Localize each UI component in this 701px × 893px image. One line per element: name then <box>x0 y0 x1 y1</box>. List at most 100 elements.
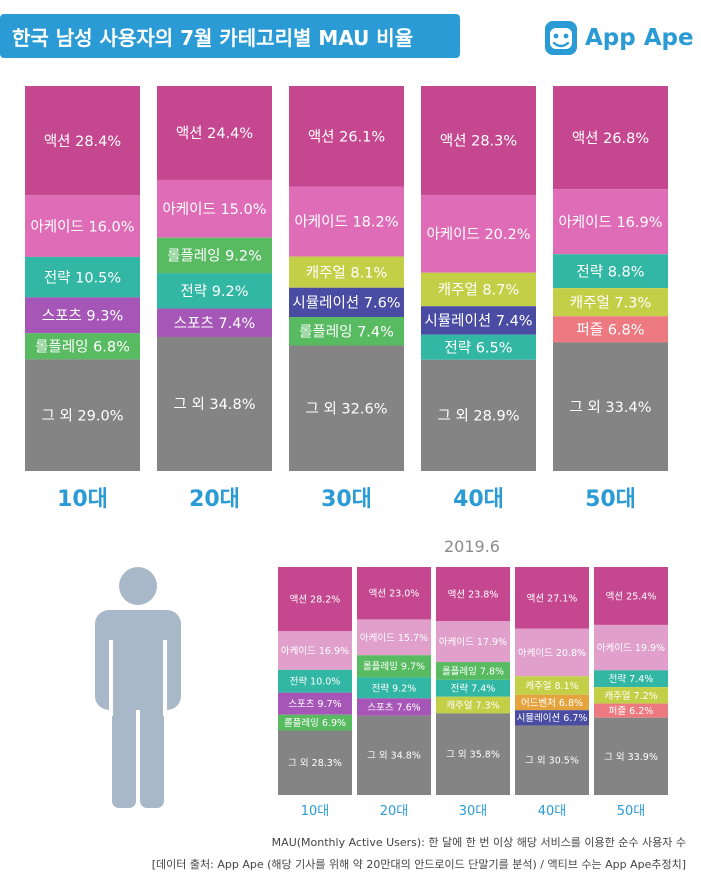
segment-label: 캐주얼 7.3% <box>570 294 651 311</box>
bar-segment-아케이드 <box>553 189 668 255</box>
bar-segment-그-외 <box>594 717 668 795</box>
segment-label: 캐주얼 8.1% <box>306 264 387 281</box>
segment-label: 그 외 28.9% <box>438 408 520 425</box>
bar-segment-시뮬레이션 <box>421 306 536 335</box>
x-tick-label: 20대 <box>380 804 409 819</box>
segment-label: 그 외 34.8% <box>367 750 421 762</box>
bar-segment-전략 <box>421 334 536 360</box>
bar-segment-아케이드 <box>278 631 352 670</box>
bar-segment-전략 <box>157 273 272 309</box>
bar-segment-전략 <box>25 256 140 298</box>
bar-segment-스포츠 <box>357 698 431 716</box>
bar-segment-캐주얼 <box>515 676 589 695</box>
segment-label: 스포츠 9.3% <box>42 308 123 324</box>
bar-segment-캐주얼 <box>436 696 510 714</box>
segment-label: 아케이드 17.9% <box>439 637 507 648</box>
bar-segment-스포츠 <box>25 297 140 334</box>
app-ape-logo: App Ape <box>543 16 694 60</box>
bar-segment-전략 <box>357 677 431 699</box>
segment-label: 시뮬레이션 6.7% <box>517 713 588 724</box>
segment-label: 퍼즐 6.2% <box>609 706 654 717</box>
segment-label: 아케이드 20.2% <box>426 226 530 243</box>
segment-label: 롤플레잉 9.7% <box>363 661 425 673</box>
segment-label: 액션 23.8% <box>448 589 499 601</box>
segment-label: 전략 7.4% <box>451 683 496 695</box>
bar-segment-스포츠 <box>278 692 352 715</box>
segment-label: 아케이드 15.0% <box>162 201 266 218</box>
bar-segment-액션 <box>278 567 352 632</box>
segment-label: 캐주얼 8.1% <box>525 681 578 692</box>
main-stacked-bar-chart: 액션 28.4% 아케이드 16.0% 전략 10.5% 스포츠 9.3% 롤플레잉 6… <box>25 86 668 512</box>
bar-segment-아케이드 <box>289 186 404 257</box>
segment-label: 아케이드 15.7% <box>360 633 428 644</box>
bar-segment-아케이드 <box>357 619 431 656</box>
x-tick-label: 10대 <box>301 804 330 819</box>
bar-segment-아케이드 <box>25 195 140 257</box>
segment-label: 전략 7.4% <box>609 673 654 685</box>
bar-segment-그-외 <box>421 359 536 471</box>
segment-label: 전략 9.2% <box>372 682 417 694</box>
bar-segment-캐주얼 <box>289 256 404 288</box>
bar-segment-액션 <box>515 567 589 629</box>
segment-label: 스포츠 9.7% <box>288 699 341 710</box>
mau-definition-note: MAU(Monthly Active Users): 한 달에 한 번 이상 해… <box>271 836 686 849</box>
segment-label: 그 외 34.8% <box>174 396 256 413</box>
segment-label: 전략 10.0% <box>290 676 341 688</box>
bar-segment-전략 <box>594 670 668 688</box>
bar-segment-그-외 <box>289 345 404 471</box>
x-tick-label: 50대 <box>585 487 636 512</box>
segment-label: 그 외 33.9% <box>604 751 658 763</box>
segment-label: 액션 23.0% <box>369 588 420 600</box>
segment-label: 스포츠 7.6% <box>367 702 420 713</box>
segment-label: 롤플레잉 6.8% <box>35 338 130 355</box>
bar-segment-캐주얼 <box>421 272 536 307</box>
segment-label: 아케이드 18.2% <box>294 214 398 231</box>
comparison-stacked-bar-chart: 액션 28.2% 아케이드 16.9% 전략 10.0% 스포츠 9.7% 롤플레잉 6… <box>278 567 668 819</box>
bar-segment-그-외 <box>515 725 589 795</box>
bar-segment-그-외 <box>25 359 140 471</box>
sub-chart-title: 2019.6 <box>444 537 500 556</box>
bar-segment-액션 <box>436 567 510 622</box>
segment-label: 시뮬레이션 7.6% <box>292 295 400 312</box>
bar-segment-아케이드 <box>594 624 668 671</box>
segment-label: 그 외 29.0% <box>42 407 124 424</box>
bar-segment-캐주얼 <box>594 687 668 704</box>
bar-segment-전략 <box>553 254 668 289</box>
segment-label: 퍼즐 6.8% <box>576 322 644 339</box>
segment-label: 시뮬레이션 7.4% <box>424 313 532 330</box>
segment-label: 롤플레잉 6.9% <box>284 717 346 729</box>
bar-segment-시뮬레이션 <box>289 287 404 317</box>
brand-name: App Ape <box>585 25 694 51</box>
segment-label: 그 외 32.6% <box>306 400 388 417</box>
bar-segment-롤플레잉 <box>278 714 352 731</box>
x-tick-label: 30대 <box>459 804 488 819</box>
segment-label: 캐주얼 8.7% <box>438 282 519 299</box>
bar-segment-액션 <box>157 86 272 180</box>
person-icon <box>95 567 181 808</box>
bar-segment-롤플레잉 <box>157 237 272 274</box>
segment-label: 캐주얼 7.3% <box>446 700 499 711</box>
x-tick-label: 50대 <box>617 804 646 819</box>
segment-label: 아케이드 16.9% <box>558 214 662 231</box>
bar-segment-액션 <box>25 86 140 196</box>
bar-segment-아케이드 <box>515 628 589 677</box>
bar-segment-퍼즐 <box>553 316 668 343</box>
x-tick-label: 20대 <box>189 487 240 512</box>
monkey-logo-icon <box>545 21 577 55</box>
segment-label: 캐주얼 7.2% <box>604 691 657 702</box>
bar-segment-그-외 <box>436 713 510 795</box>
bar-segment-액션 <box>357 567 431 620</box>
data-source-note: [데이터 출처: App Ape (해당 기사를 위해 약 20만대의 안드로이… <box>151 858 686 871</box>
segment-label: 아케이드 19.9% <box>597 643 665 654</box>
x-tick-label: 40대 <box>453 487 504 512</box>
segment-label: 액션 28.2% <box>290 594 341 606</box>
bar-segment-롤플레잉 <box>289 317 404 346</box>
bar-segment-액션 <box>594 567 668 625</box>
segment-label: 아케이드 16.9% <box>281 646 349 657</box>
segment-label: 액션 28.4% <box>44 133 121 150</box>
segment-label: 전략 8.8% <box>576 263 644 280</box>
bar-segment-롤플레잉 <box>357 655 431 678</box>
bar-segment-시뮬레이션 <box>515 710 589 726</box>
bar-segment-어드벤처 <box>515 694 589 711</box>
segment-label: 아케이드 20.8% <box>518 648 586 659</box>
